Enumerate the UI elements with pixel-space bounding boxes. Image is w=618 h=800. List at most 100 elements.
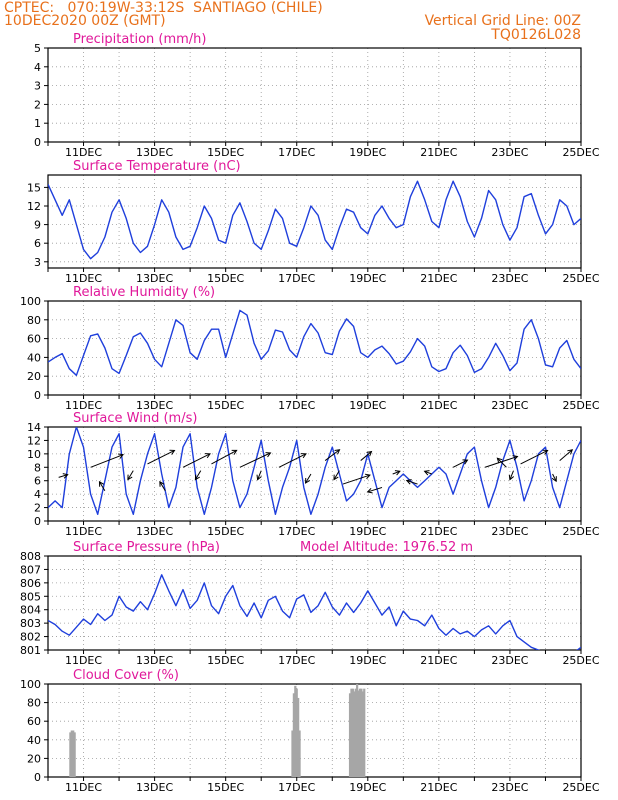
y-tick-label: 806 <box>20 577 41 590</box>
y-tick-label: 802 <box>20 631 41 644</box>
cloud-bar <box>363 688 366 777</box>
cloud-bar <box>357 690 360 777</box>
y-tick-label: 8 <box>34 461 41 474</box>
wind-arrow-head <box>194 474 200 481</box>
y-tick-label: 6 <box>34 237 41 250</box>
y-tick-label: 40 <box>27 351 41 364</box>
y-tick-label: 20 <box>27 370 41 383</box>
y-tick-label: 6 <box>34 475 41 488</box>
y-tick-label: 2 <box>34 98 41 111</box>
wind-arrow <box>333 470 340 480</box>
wind-arrow-head <box>159 480 165 487</box>
x-tick-label: 23DEC <box>491 525 528 538</box>
x-tick-label: 23DEC <box>491 272 528 285</box>
cloud-bar <box>292 693 295 777</box>
x-tick-label: 25DEC <box>562 272 599 285</box>
panel-1: 3 6 9 12 15 11DEC 13DEC 15DEC 17DEC 19DEC 21DEC 23D… <box>27 159 600 285</box>
wind-arrow <box>239 452 271 468</box>
panel-annotation: Model Altitude: 1976.52 m <box>300 540 473 555</box>
wind-arrow-head <box>462 459 469 465</box>
x-tick-label: 13DEC <box>136 272 173 285</box>
cloud-bar <box>348 693 352 777</box>
y-tick-label: 0 <box>34 771 41 784</box>
y-tick-label: 80 <box>27 697 41 710</box>
x-tick-label: 19DEC <box>349 399 386 412</box>
x-tick-label: 15DEC <box>207 525 244 538</box>
x-tick-label: 19DEC <box>349 525 386 538</box>
wind-arrow-head <box>118 453 125 459</box>
wind-arrow-head <box>333 474 339 481</box>
y-tick-label: 804 <box>20 604 41 617</box>
panel-5: 0 20 40 60 80 100 11DEC 13DEC 15DEC 17DEC 19DEC 21D… <box>20 668 600 794</box>
x-tick-label: 11DEC <box>65 654 102 667</box>
cloud-bar <box>351 688 354 777</box>
wind-arrow-head <box>405 479 412 485</box>
cloud-bar <box>69 732 72 777</box>
x-tick-label: 17DEC <box>278 781 315 794</box>
series-line <box>48 309 581 376</box>
cloud-bar <box>360 688 363 777</box>
wind-arrow <box>194 470 202 480</box>
y-tick-label: 60 <box>27 333 41 346</box>
x-tick-label: 19DEC <box>349 781 386 794</box>
wind-arrow <box>552 473 557 482</box>
wind-arrow-head <box>334 449 341 455</box>
y-tick-label: 0 <box>34 515 41 528</box>
plot-frame <box>47 426 582 522</box>
wind-arrow <box>211 449 237 465</box>
x-tick-label: 19DEC <box>349 146 386 159</box>
wind-arrow <box>367 486 383 493</box>
y-tick-label: 12 <box>27 200 41 213</box>
wind-arrow-head <box>394 470 401 476</box>
y-tick-label: 14 <box>27 421 41 434</box>
cloud-bar <box>350 688 353 777</box>
wind-arrow-head <box>305 477 311 484</box>
wind-arrow <box>497 457 507 468</box>
x-tick-label: 15DEC <box>207 781 244 794</box>
wind-arrow-head <box>169 449 176 455</box>
y-tick-label: 12 <box>27 434 41 447</box>
series-line <box>48 574 581 650</box>
panel-title: Relative Humidity (%) <box>73 285 215 300</box>
wind-arrow-head <box>551 476 557 483</box>
y-tick-label: 803 <box>20 617 41 630</box>
header-location: CPTEC: 070:19W-33:12S SANTIAGO (CHILE) <box>4 0 323 16</box>
wind-arrow <box>324 449 340 461</box>
x-tick-label: 21DEC <box>420 525 457 538</box>
panel-title: Surface Wind (m/s) <box>73 411 197 426</box>
panel-title: Surface Temperature (nC) <box>73 159 241 174</box>
plot-frame <box>47 47 582 143</box>
cloud-bar <box>294 685 297 777</box>
plot-frame <box>47 683 582 778</box>
x-tick-label: 23DEC <box>491 654 528 667</box>
wind-arrow-head <box>508 474 515 481</box>
x-tick-label: 25DEC <box>562 525 599 538</box>
wind-arrow <box>452 459 468 468</box>
y-tick-label: 0 <box>34 389 41 402</box>
panel-title: Cloud Cover (%) <box>73 668 179 683</box>
cloud-bar <box>291 730 294 777</box>
y-tick-label: 3 <box>34 256 41 269</box>
wind-arrow-head <box>231 449 238 455</box>
x-tick-label: 13DEC <box>136 525 173 538</box>
y-tick-label: 2 <box>34 502 41 515</box>
wind-arrow <box>90 454 124 468</box>
x-tick-label: 15DEC <box>207 654 244 667</box>
y-tick-label: 0 <box>34 136 41 149</box>
y-tick-label: 808 <box>20 550 41 563</box>
y-tick-label: 20 <box>27 752 41 765</box>
y-tick-label: 5 <box>34 42 41 55</box>
wind-arrow <box>278 453 307 468</box>
wind-arrow <box>406 479 418 485</box>
y-tick-label: 9 <box>34 219 41 232</box>
x-tick-label: 13DEC <box>136 654 173 667</box>
panel-0: 0 1 2 3 4 5 11DEC 13DEC 15DEC 17DEC 19DEC 21DEC 23DE… <box>34 32 600 159</box>
wind-arrow <box>182 453 211 468</box>
wind-arrow-head <box>364 473 371 480</box>
wind-arrow-head <box>62 473 69 479</box>
wind-arrow <box>559 449 573 461</box>
wind-arrow-head <box>496 457 503 464</box>
x-tick-label: 11DEC <box>65 146 102 159</box>
header-date: 10DEC2020 00Z (GMT) <box>4 13 166 29</box>
